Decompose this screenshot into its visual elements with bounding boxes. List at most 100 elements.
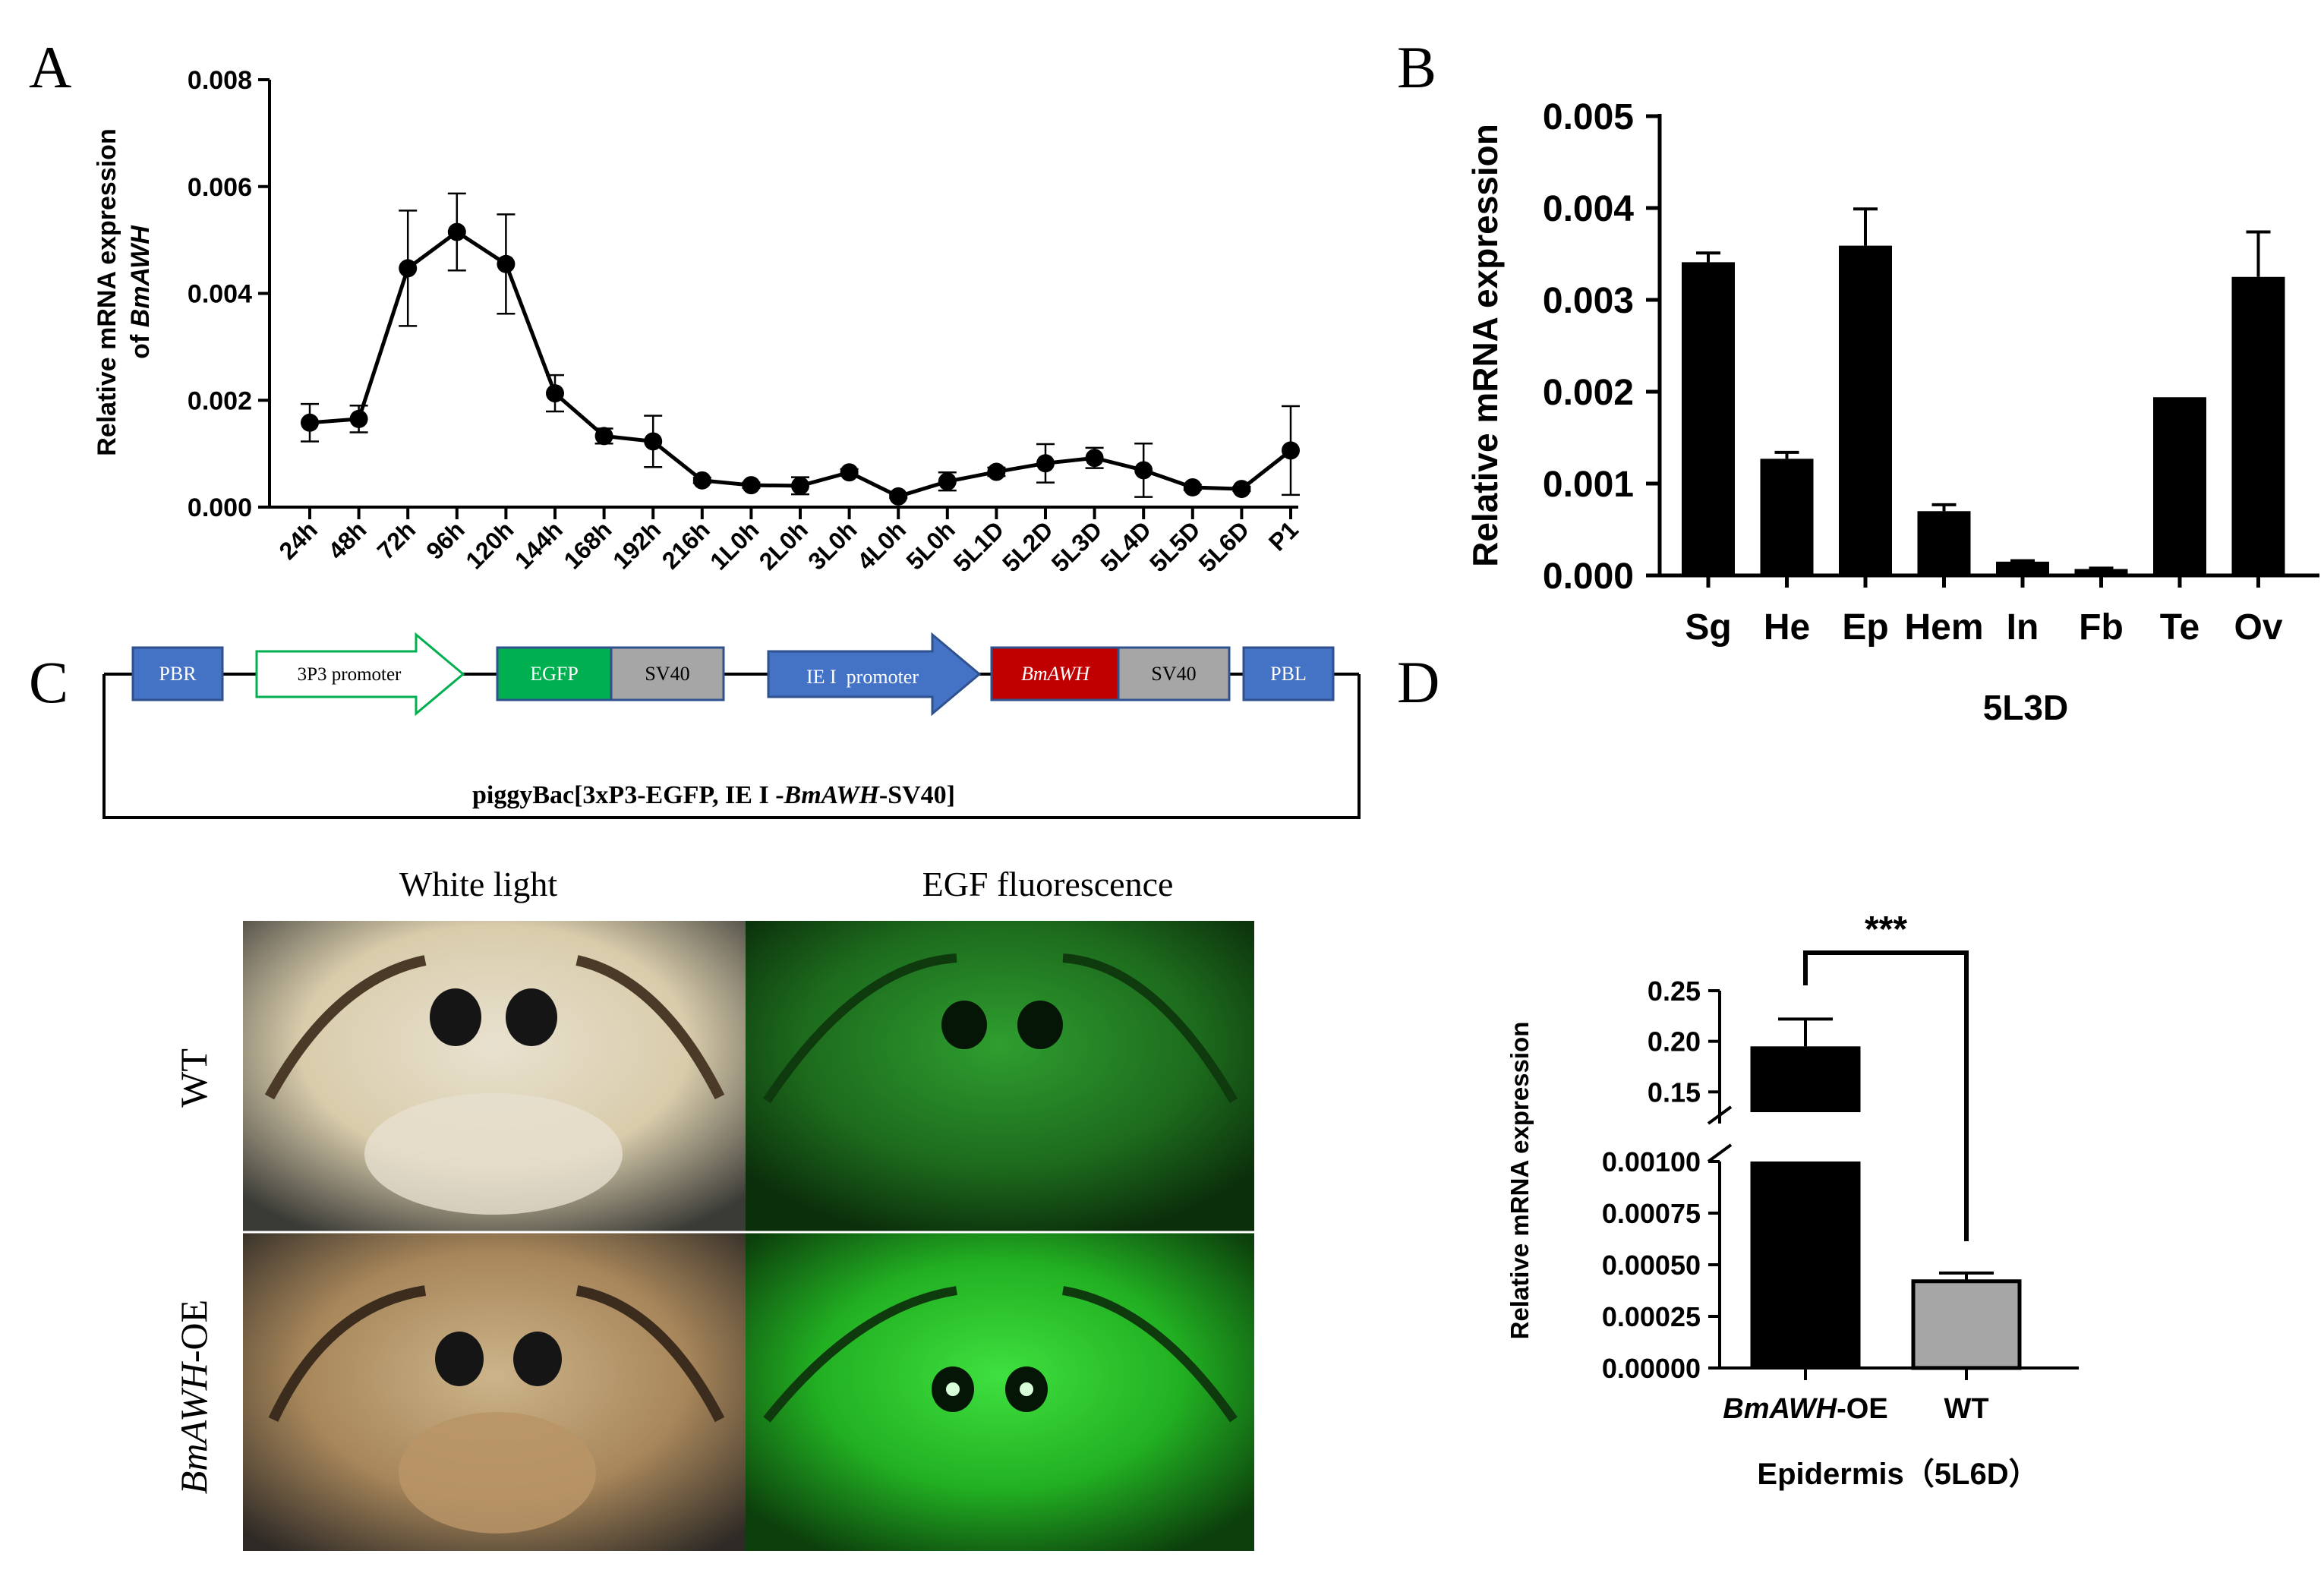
bmawh-box <box>990 646 1120 701</box>
chart-a-xtick-label: 2L0h <box>754 515 813 575</box>
chart-b-bar <box>1996 561 2049 575</box>
chart-b-xtick-label: Sg <box>1685 607 1731 648</box>
pbr-label: PBR <box>159 663 197 685</box>
panel-label-b: B <box>1397 34 1436 100</box>
chart-d-x-category-wt: WT <box>1944 1393 1988 1425</box>
chart-a-xtick-label: 5L5D <box>1144 515 1206 577</box>
chart-b-ytick-label: 0.002 <box>1543 373 1634 413</box>
image-wt-egf-fluorescence <box>746 921 1254 1232</box>
chart-a-point <box>546 384 564 403</box>
chart-a-xtick-label: 5L1D <box>948 515 1010 577</box>
chart-b-bar <box>1682 262 1735 575</box>
chart-b-xtick-label: He <box>1764 607 1810 648</box>
chart-d-x-category-oe: BmAWH-OE <box>1723 1393 1887 1425</box>
chart-b-ytick-label: 0.005 <box>1543 97 1634 137</box>
chart-a-xtick-label: 1L0h <box>705 515 764 575</box>
chart-d-ytick-label: 0.20 <box>1648 1026 1701 1057</box>
chart-a-ytick-label: 0.008 <box>188 66 252 95</box>
chart-d-ytick-label: 0.00000 <box>1602 1353 1701 1384</box>
construct-caption: piggyBac[3xP3-EGFP, IE I -BmAWH-SV40] <box>472 781 955 809</box>
chart-a-point <box>1282 441 1300 460</box>
bmawh-label: BmAWH <box>1021 663 1090 685</box>
ie1-promoter-label: IE I promoter <box>806 666 919 688</box>
chart-b-ytick-label: 0.003 <box>1543 281 1634 321</box>
chart-a-ytick-label: 0.002 <box>188 386 252 415</box>
chart-a-point <box>1036 454 1055 473</box>
chart-a-ytick-label: 0.004 <box>188 280 252 309</box>
chart-d-ytick-label: 0.00025 <box>1602 1301 1701 1332</box>
chart-a-point <box>1134 461 1153 480</box>
chart-d-bar-oe-upper <box>1750 1046 1861 1112</box>
chart-a-xtick-label: 3L0h <box>803 515 862 575</box>
chart-b-xtick-label: Ep <box>1842 607 1888 648</box>
chart-d-ytick-label: 0.00075 <box>1602 1198 1701 1229</box>
chart-a-xtick-label: 72h <box>372 515 421 564</box>
chart-a-point <box>791 476 809 495</box>
sv40-label-b: SV40 <box>1151 663 1196 685</box>
p3p3-promoter-arrow <box>255 632 465 717</box>
chart-a-xtick-label: 48h <box>323 515 371 564</box>
chart-a-ylabel-line2: of BmAWH <box>126 225 155 359</box>
chart-b-bar <box>1760 459 1814 575</box>
chart-a-xtick-label: 216h <box>657 515 715 574</box>
egfp-label: EGFP <box>530 663 579 685</box>
column-label-egf-fluorescence: EGF fluorescence <box>922 865 1174 903</box>
chart-b-title: 5L3D <box>1983 688 2068 727</box>
chart-a-point <box>301 413 319 432</box>
row-label-wt: WT <box>172 1048 215 1108</box>
chart-a-point <box>497 254 516 273</box>
chart-a-ylabel-line1: Relative mRNA expression <box>93 128 121 455</box>
chart-b-xtick-label: Te <box>2160 607 2199 648</box>
chart-a-point <box>742 476 761 495</box>
chart-a-ytick-label: 0.000 <box>188 493 252 522</box>
chart-a-point <box>594 427 613 446</box>
chart-d-axis-break-mark-lower <box>1707 1143 1733 1163</box>
chart-a-point <box>889 487 908 506</box>
chart-b-bar <box>2153 397 2206 575</box>
moth-image-grid: White light EGF fluorescence WT BmAWH-OE <box>172 865 1254 1551</box>
chart-a-xtick-label: 5L2D <box>997 515 1058 577</box>
chart-b-bar <box>1839 245 1892 575</box>
chart-a-point <box>644 432 663 451</box>
chart-d-axis-break-mark-upper <box>1707 1105 1733 1125</box>
chart-a-xtick-label: 5L3D <box>1046 515 1108 577</box>
chart-d-ytick-label: 0.15 <box>1648 1076 1701 1108</box>
chart-a-xtick-label: 4L0h <box>852 515 911 575</box>
sv40-box-a <box>610 646 725 701</box>
chart-d-bar-wt <box>1911 1279 2022 1370</box>
chart-b-xtick-label: Fb <box>2079 607 2124 648</box>
sv40-box-b <box>1117 646 1231 701</box>
chart-b: 0.000 0.001 0.002 0.003 0.004 0.005 Sg He Ep Hem… <box>1465 97 2319 727</box>
chart-d-xlabel: Epidermis（5L6D） <box>1757 1458 2039 1491</box>
chart-a-xtick-label: 24h <box>274 515 323 564</box>
pbl-box <box>1242 646 1335 701</box>
chart-a-point <box>987 462 1006 481</box>
chart-a-xtick-label: 5L0h <box>900 515 960 575</box>
chart-a-xtick-label: 168h <box>559 515 617 574</box>
chart-a-point <box>447 222 466 241</box>
chart-a-point <box>840 463 859 482</box>
panel-label-d: D <box>1397 649 1439 715</box>
chart-b-xtick-label: Hem <box>1904 607 1983 648</box>
panel-label-a: A <box>29 34 71 100</box>
chart-a-point <box>1085 449 1104 468</box>
significance-bracket <box>1803 950 1969 1241</box>
chart-a-point <box>1232 480 1251 499</box>
sv40-label-a: SV40 <box>645 663 689 685</box>
image-wt-white-light <box>243 921 746 1232</box>
chart-d-ytick-label: 0.00050 <box>1602 1250 1701 1281</box>
chart-a-point <box>692 471 711 490</box>
chart-a-xtick-label: 5L4D <box>1095 515 1156 577</box>
chart-a-xtick-label: 192h <box>607 515 666 574</box>
chart-d-ylabel: Relative mRNA expression <box>1506 1022 1534 1340</box>
chart-d-ytick-label: 0.00100 <box>1602 1146 1701 1177</box>
chart-b-ytick-label: 0.001 <box>1543 465 1634 505</box>
chart-b-bar <box>2231 276 2285 575</box>
image-oe-egf-fluorescence <box>746 1232 1254 1551</box>
chart-b-bar <box>1917 511 1971 575</box>
image-oe-white-light <box>243 1232 746 1551</box>
plasmid-backbone-line <box>102 674 1361 819</box>
column-label-white-light: White light <box>399 865 557 903</box>
row-label-bmawh-oe: BmAWH-OE <box>172 1300 215 1494</box>
